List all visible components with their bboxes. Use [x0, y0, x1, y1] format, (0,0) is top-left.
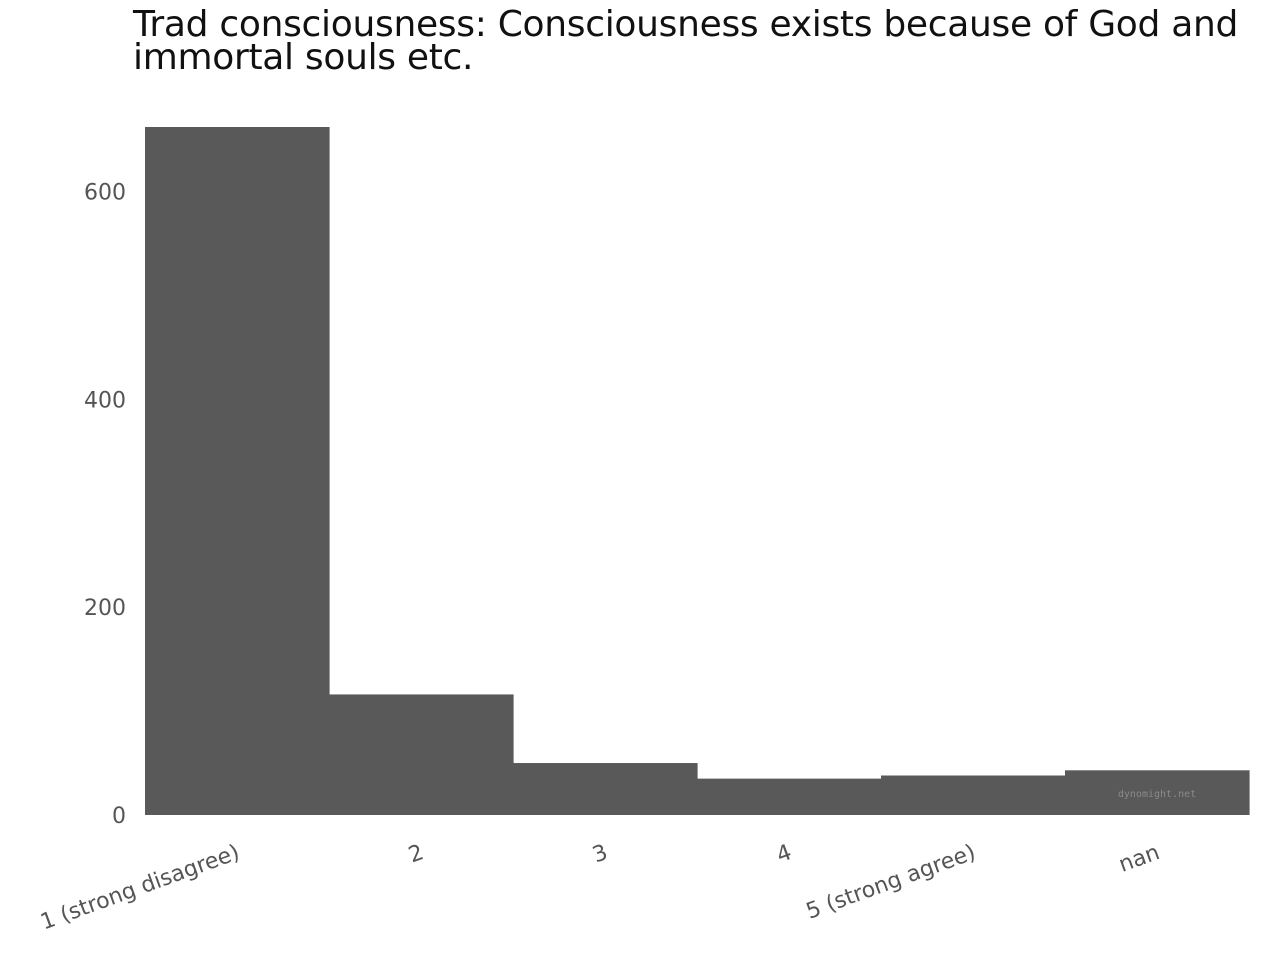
y-axis-ticks: 0 200 400 600: [84, 180, 126, 829]
y-tick-label-2: 400: [84, 388, 126, 413]
x-tick-label-2: 3: [589, 840, 611, 868]
x-tick-label-0: 1 (strong disagree): [37, 840, 243, 935]
bar-3: [697, 778, 882, 815]
chart-title: Trad consciousness: Consciousness exists…: [133, 4, 1239, 78]
bars-group: [145, 127, 1250, 815]
y-tick-label-3: 600: [84, 180, 126, 205]
y-tick-label-0: 0: [112, 804, 126, 829]
x-tick-label-1: 2: [405, 840, 427, 868]
bar-1: [329, 694, 514, 815]
y-tick-label-1: 200: [84, 596, 126, 621]
x-tick-label-5: nan: [1116, 840, 1163, 878]
x-axis-ticks: 1 (strong disagree) 2 3 4 5 (strong agree) na…: [37, 840, 1163, 935]
bar-0: [145, 127, 330, 815]
bar-2: [513, 763, 698, 815]
bar-4: [881, 775, 1066, 815]
watermark-text: dynomight.net: [1118, 789, 1196, 800]
x-tick-label-3: 4: [773, 840, 795, 868]
bar-5: [1065, 770, 1250, 815]
x-tick-label-4: 5 (strong agree): [803, 840, 979, 924]
